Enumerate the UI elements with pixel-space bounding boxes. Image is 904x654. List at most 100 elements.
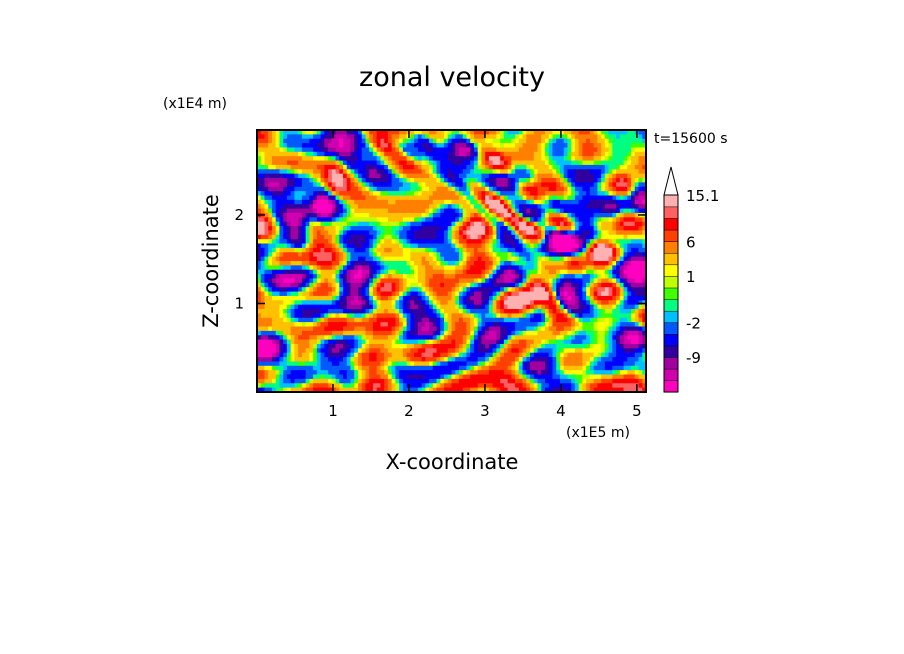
field-cell [556, 295, 561, 301]
field-cell [425, 156, 430, 162]
field-cell [552, 330, 557, 336]
field-cell [601, 252, 606, 258]
field-cell [298, 265, 303, 271]
field-cell [616, 138, 621, 144]
field-cell [503, 169, 509, 175]
field-cell [331, 252, 337, 258]
field-cell [425, 143, 430, 149]
field-cell [582, 234, 587, 240]
field-cell [589, 317, 595, 323]
field-cell [526, 221, 531, 227]
field-cell [593, 182, 598, 188]
field-cell [257, 234, 262, 240]
field-cell [485, 326, 490, 332]
field-cell [402, 269, 408, 275]
field-cell [309, 330, 314, 336]
field-cell [305, 134, 310, 140]
field-cell [530, 322, 535, 328]
field-cell [425, 269, 430, 275]
field-cell [298, 322, 303, 328]
field-cell [477, 199, 483, 205]
field-cell [350, 317, 355, 323]
field-cell [638, 143, 643, 149]
field-cell [574, 160, 580, 166]
field-cell [526, 274, 531, 280]
field-cell [604, 182, 610, 188]
field-cell [552, 151, 557, 157]
field-cell [444, 274, 449, 280]
field-cell [477, 291, 483, 297]
field-cell [264, 309, 269, 314]
field-cell [642, 130, 646, 135]
field-cell [458, 143, 464, 149]
field-cell [414, 243, 419, 249]
field-cell [369, 173, 374, 179]
field-cell [313, 265, 318, 271]
field-cell [429, 317, 434, 323]
field-cell [316, 130, 322, 135]
field-cell [619, 287, 625, 293]
field-cell [563, 247, 569, 253]
field-cell [402, 243, 408, 249]
field-cell [530, 164, 535, 170]
field-cell [507, 178, 512, 183]
field-cell [604, 274, 610, 280]
field-cell [473, 230, 479, 236]
field-cell [350, 204, 355, 210]
field-cell [511, 147, 516, 153]
field-cell [556, 178, 561, 183]
field-cell [574, 265, 580, 271]
field-cell [616, 317, 621, 323]
field-cell [631, 247, 636, 253]
field-cell [481, 169, 486, 175]
field-cell [492, 239, 497, 245]
field-cell [559, 261, 565, 266]
field-cell [522, 164, 527, 170]
field-cell [294, 252, 299, 258]
field-cell [586, 247, 591, 253]
field-cell [324, 317, 329, 323]
field-cell [429, 309, 434, 314]
field-cell [627, 317, 632, 323]
field-cell [642, 261, 646, 266]
field-cell [357, 261, 363, 266]
field-cell [339, 138, 344, 144]
field-cell [451, 178, 456, 183]
field-cell [496, 164, 501, 170]
field-cell [257, 261, 262, 266]
field-cell [402, 169, 408, 175]
field-cell [294, 282, 299, 288]
field-cell [631, 169, 636, 175]
field-cell [631, 335, 636, 341]
field-cell [608, 243, 613, 249]
field-cell [485, 156, 490, 162]
field-cell [294, 199, 299, 205]
field-cell [477, 313, 483, 319]
field-cell [455, 143, 460, 149]
field-cell [343, 151, 348, 157]
field-cell [518, 195, 524, 201]
field-cell [268, 164, 273, 170]
field-cell [257, 169, 262, 175]
field-cell [414, 252, 419, 258]
field-cell [350, 335, 355, 341]
field-cell [586, 178, 591, 183]
field-cell [429, 335, 434, 341]
field-cell [313, 278, 318, 284]
field-cell [279, 191, 284, 197]
field-cell [301, 151, 307, 157]
field-cell [563, 317, 569, 323]
field-cell [500, 226, 505, 232]
field-cell [432, 278, 438, 284]
field-cell [357, 151, 363, 157]
field-cell [627, 304, 632, 310]
field-cell [447, 274, 453, 280]
field-cell [608, 143, 613, 149]
field-cell [260, 278, 266, 284]
field-cell [492, 217, 497, 223]
field-cell [286, 295, 292, 301]
field-cell [530, 317, 535, 323]
field-cell [425, 265, 430, 271]
field-cell [481, 147, 486, 153]
field-cell [470, 256, 475, 262]
